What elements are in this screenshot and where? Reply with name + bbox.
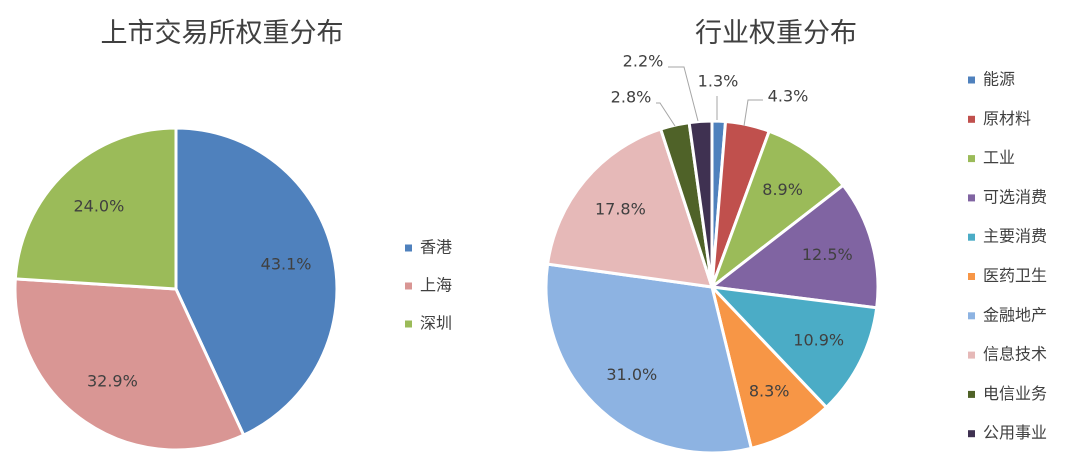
industry-pie-chart: 行业权重分布 1.3% 4.3% 8.9% 12.5% 10.9% 8.3% 31.0% 17…	[544, 18, 1047, 455]
pie1-data-label-6: 31.0%	[606, 365, 657, 384]
pie1-legend-label-7: 信息技术	[983, 345, 1047, 364]
pie1-legend-label-5: 医药卫生	[983, 266, 1047, 285]
pie1-legend-swatch-0	[968, 76, 975, 84]
pie1-legend-label-2: 工业	[983, 148, 1015, 167]
pie1-legend-item: 工业	[968, 148, 1015, 167]
pie1-legend-label-6: 金融地产	[983, 305, 1047, 324]
pie1-legend-swatch-4	[968, 233, 975, 241]
pie0-slice-2	[13, 126, 178, 291]
pie1-leader-line-1	[743, 99, 763, 127]
pie0-legend-label-1: 上海	[420, 276, 452, 295]
pie1-legend-label-8: 电信业务	[983, 384, 1047, 403]
pie0-legend-swatch-2	[405, 320, 412, 328]
exchange-pie-slices	[13, 126, 339, 452]
pie1-slice-3	[708, 183, 880, 310]
pie1-data-label-9: 2.2%	[623, 52, 664, 71]
industry-leader-lines	[656, 66, 763, 127]
pie1-legend-swatch-8	[968, 390, 975, 398]
pie1-legend-item: 信息技术	[968, 345, 1047, 364]
pie1-legend-swatch-7	[968, 351, 975, 359]
pie1-legend-label-0: 能源	[983, 70, 1015, 89]
pie0-slice-1	[13, 277, 246, 452]
pie1-legend-item: 公用事业	[968, 423, 1047, 442]
pie1-legend-label-3: 可选消费	[983, 187, 1047, 206]
pie1-data-label-1: 4.3%	[768, 87, 809, 106]
pie1-legend-swatch-2	[968, 155, 975, 163]
pie1-legend-item: 金融地产	[968, 305, 1047, 324]
industry-pie-data-labels: 1.3% 4.3% 8.9% 12.5% 10.9% 8.3% 31.0% 17.8% 2.8%…	[595, 52, 853, 401]
pie1-legend-label-1: 原材料	[983, 109, 1031, 128]
pie1-legend-swatch-9	[968, 430, 975, 438]
pie0-legend-swatch-0	[405, 244, 412, 252]
pie0-data-label-0: 43.1%	[261, 254, 312, 273]
pie1-legend-item: 可选消费	[968, 187, 1047, 206]
pie1-legend-item: 医药卫生	[968, 266, 1047, 285]
pie1-data-label-8: 2.8%	[611, 88, 652, 107]
exchange-pie-data-labels: 43.1% 32.9% 24.0%	[73, 196, 311, 390]
pie1-slice-2	[708, 129, 846, 292]
pie1-data-label-5: 8.3%	[749, 381, 790, 400]
pie1-leader-line-8	[656, 102, 676, 127]
pie0-legend-label-2: 深圳	[420, 314, 452, 333]
pie0-legend-item: 香港	[405, 238, 452, 257]
pie1-data-label-0: 1.3%	[698, 72, 739, 91]
pie0-legend-item: 深圳	[405, 314, 452, 333]
pie1-data-label-7: 17.8%	[595, 200, 646, 219]
pie1-slice-9	[687, 119, 714, 288]
pie1-slice-6	[544, 262, 754, 455]
pie1-legend-item: 主要消费	[968, 227, 1047, 246]
pie0-data-label-1: 32.9%	[87, 372, 138, 391]
pie1-legend-item: 电信业务	[968, 384, 1047, 403]
pie0-slice-0	[174, 126, 339, 438]
pie1-slice-4	[708, 284, 879, 410]
pie1-legend-label-4: 主要消费	[983, 227, 1047, 246]
pie1-legend-item: 能源	[968, 70, 1015, 89]
pie1-legend-swatch-5	[968, 273, 975, 280]
industry-chart-title: 行业权重分布	[695, 18, 857, 49]
pie1-slice-5	[709, 281, 829, 451]
pie0-data-label-2: 24.0%	[73, 196, 124, 215]
industry-pie-slices	[544, 119, 880, 455]
pie1-data-label-3: 12.5%	[802, 245, 853, 264]
pie1-leader-line-9	[668, 66, 699, 122]
pie1-legend-swatch-3	[968, 194, 975, 202]
pie0-legend-label-0: 香港	[420, 238, 452, 257]
exchange-chart-title: 上市交易所权重分布	[101, 18, 344, 49]
pie1-data-label-2: 8.9%	[762, 180, 803, 199]
pie1-legend-item: 原材料	[968, 109, 1031, 128]
pie1-legend-swatch-6	[968, 312, 975, 320]
pie1-legend-swatch-1	[968, 115, 975, 123]
pie0-legend-item: 上海	[405, 276, 452, 295]
pie1-legend-label-9: 公用事业	[983, 423, 1047, 442]
pie1-slice-7	[545, 127, 715, 289]
pie0-legend-swatch-1	[405, 282, 412, 290]
pie1-data-label-4: 10.9%	[793, 330, 844, 349]
